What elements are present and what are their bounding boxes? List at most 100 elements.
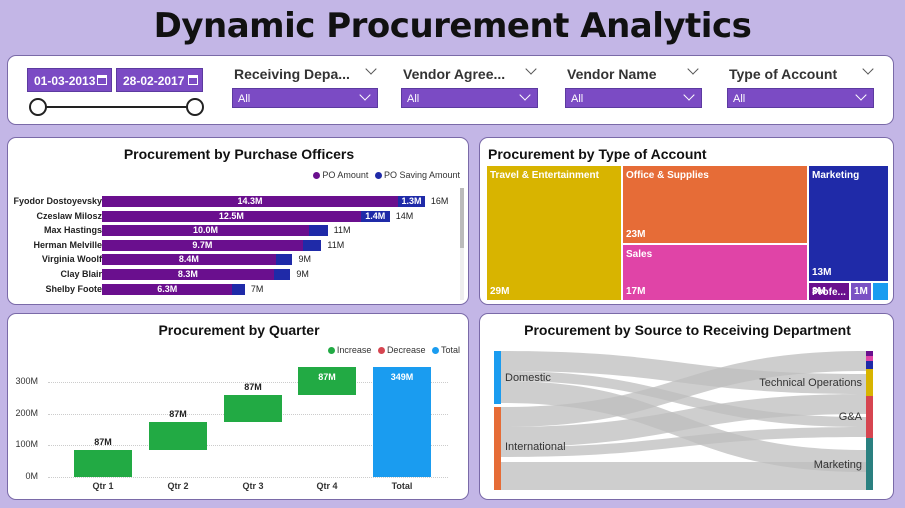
po-saving-bar[interactable] (309, 225, 328, 237)
chevron-down-icon (683, 89, 695, 101)
po-saving-bar[interactable] (398, 196, 425, 207)
treemap-tile-value: 13M (812, 267, 832, 278)
filter-vendor-agreement-label: Vendor Agree... (403, 66, 506, 82)
sankey-label-technical-operations: Technical Operations (759, 377, 862, 389)
treemap-tile-value: 17M (626, 286, 646, 297)
po-amount-label: 10.0M (192, 225, 218, 236)
po-saving-bar[interactable] (273, 269, 291, 280)
sankey-node-marketing (866, 438, 873, 490)
chevron-down-icon[interactable] (687, 63, 699, 75)
chevron-down-icon[interactable] (525, 63, 537, 75)
po-amount-label: 14.3M (237, 196, 263, 206)
treemap-tile-value: 1M (854, 286, 868, 297)
sankey-label-domestic: Domestic (505, 372, 551, 384)
sankey-node-small-3 (866, 361, 873, 369)
po-amount-bar[interactable] (102, 254, 276, 266)
gridline (48, 445, 448, 447)
officer-name: Czeslaw Milosz (36, 210, 102, 221)
treemap-tile[interactable] (872, 282, 889, 301)
x-axis-tick: Qtr 2 (167, 481, 189, 491)
po-total-label: 9M (298, 254, 311, 265)
date-slider-track[interactable] (38, 106, 196, 108)
date-slider-start-handle[interactable] (29, 98, 47, 116)
po-amount-bar[interactable] (102, 239, 303, 251)
po-amount-label: 6.3M (157, 283, 178, 294)
filter-value: All (571, 93, 584, 105)
sankey-node-international (494, 407, 501, 490)
account-chart-title: Procurement by Type of Account (488, 146, 707, 162)
officer-name: Fyodor Dostoyevsky (13, 196, 102, 206)
po-saving-label: 1.4M (365, 210, 386, 221)
po-amount-bar[interactable] (102, 196, 398, 207)
po-saving-bar[interactable] (232, 283, 245, 295)
treemap-tile[interactable]: Office & Supplies 23M (622, 165, 808, 244)
waterfall-data-label: 87M (94, 436, 112, 447)
legend-increase: Increase (336, 345, 372, 355)
po-saving-bar[interactable] (302, 239, 322, 251)
legend-po-saving: PO Saving Amount (383, 170, 460, 180)
officers-chart-legend: PO Amount PO Saving Amount (309, 170, 460, 180)
legend-dot-increase (327, 347, 335, 354)
legend-dot-decrease (377, 347, 385, 354)
officers-scrollbar[interactable] (460, 188, 464, 300)
sankey-link (501, 351, 866, 394)
filter-vendor-name-select[interactable]: All (565, 88, 702, 108)
treemap-tile[interactable]: Sales 17M (622, 244, 808, 301)
po-amount-bar[interactable] (102, 225, 309, 237)
x-axis-tick: Qtr 3 (242, 481, 264, 491)
date-slider-end-handle[interactable] (186, 98, 204, 116)
legend-decrease: Decrease (386, 345, 426, 355)
waterfall-data-label: 349M (390, 371, 414, 382)
legend-dot-po-amount (313, 172, 321, 179)
po-amount-label: 12.5M (218, 210, 244, 221)
treemap-tile[interactable]: 1M (850, 282, 872, 301)
y-axis-tick: 0M (25, 471, 38, 481)
waterfall-increase-bar[interactable] (149, 422, 207, 450)
treemap-tile-name: Travel & Entertainment (490, 170, 599, 181)
po-amount-bar[interactable] (102, 269, 274, 280)
po-total-label: 11M (333, 225, 351, 236)
treemap-tile-name: Sales (626, 249, 653, 260)
po-amount-label: 9.7M (192, 239, 213, 250)
sankey-link (501, 394, 866, 447)
waterfall-increase-bar[interactable] (74, 449, 132, 477)
chevron-down-icon[interactable] (862, 63, 874, 75)
chevron-down-icon[interactable] (365, 63, 377, 75)
filter-vendor-agreement-select[interactable]: All (401, 88, 538, 108)
sankey-label-international: International (505, 441, 566, 453)
po-saving-label: 1.3M (401, 196, 422, 206)
filter-type-of-account-label: Type of Account (729, 66, 838, 82)
start-date-input[interactable]: 01-03-2013 (27, 68, 112, 92)
sankey-node-technical-operations (866, 369, 873, 396)
filter-panel: 01-03-2013 28-02-2017 Receiving Depa... … (7, 55, 894, 125)
chevron-down-icon (519, 89, 531, 101)
filter-receiving-department-select[interactable]: All (232, 88, 378, 108)
po-saving-bar[interactable] (360, 210, 390, 222)
sankey-chart-panel: Procurement by Source to Receiving Depar… (479, 313, 894, 500)
sankey-diagram (494, 351, 873, 490)
dashboard-title: Dynamic Procurement Analytics (153, 6, 752, 46)
treemap-tile[interactable]: Marketing 13M (808, 165, 889, 282)
scrollbar-thumb[interactable] (460, 188, 464, 248)
po-amount-bar[interactable] (102, 210, 361, 222)
waterfall-total-bar[interactable] (373, 366, 431, 477)
sankey-link (501, 462, 866, 490)
y-axis-tick: 100M (15, 439, 38, 450)
y-axis-tick: 300M (15, 376, 38, 387)
waterfall-increase-bar[interactable] (224, 394, 282, 422)
end-date-input[interactable]: 28-02-2017 (116, 68, 203, 92)
x-axis-tick: Qtr 4 (316, 481, 338, 491)
waterfall-increase-bar[interactable] (298, 367, 356, 395)
officer-name: Virginia Woolf (41, 254, 102, 265)
treemap-tile-name: Office & Supplies (626, 170, 709, 181)
sankey-node-small-1 (866, 351, 873, 356)
treemap-tile[interactable]: Travel & Entertainment 29M (486, 165, 622, 301)
filter-type-of-account-select[interactable]: All (727, 88, 874, 108)
filter-value: All (238, 93, 251, 105)
legend-dot-total (431, 347, 439, 354)
po-saving-bar[interactable] (275, 254, 293, 266)
officer-name: Max Hastings (43, 225, 102, 236)
po-amount-bar[interactable] (102, 283, 233, 295)
sankey-node-small-2 (866, 356, 873, 361)
treemap-tile[interactable]: Profe... 3M (808, 282, 850, 301)
